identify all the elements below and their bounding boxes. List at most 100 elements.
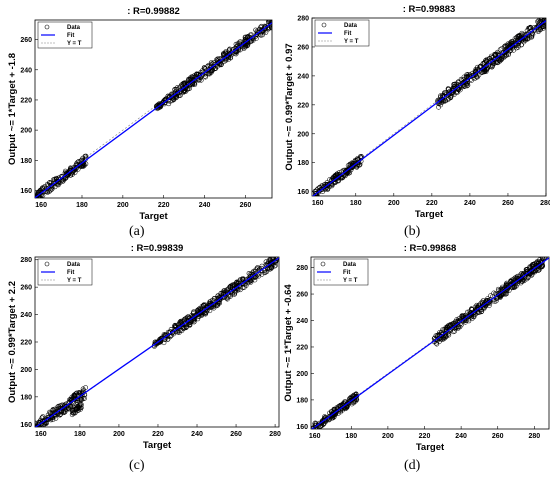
x-tick-label: 180 xyxy=(76,202,88,209)
data-marker xyxy=(208,65,214,70)
data-marker xyxy=(172,323,177,329)
data-marker xyxy=(539,18,545,23)
data-marker xyxy=(345,401,351,407)
data-marker xyxy=(171,97,177,102)
data-marker xyxy=(59,406,64,412)
y-axis-label: Output ~= 1*Target + -0.64 xyxy=(283,284,294,402)
data-marker xyxy=(498,57,504,63)
legend-data-marker xyxy=(321,22,327,28)
data-marker xyxy=(519,271,524,276)
data-marker xyxy=(77,402,83,407)
x-tick-label: 180 xyxy=(345,433,357,440)
legend-label-data: Data xyxy=(67,262,81,268)
data-marker xyxy=(270,257,276,261)
data-marker xyxy=(542,18,546,20)
data-marker xyxy=(184,84,190,89)
data-marker xyxy=(39,415,45,421)
legend-label-fit: Fit xyxy=(343,270,350,276)
legend: Data Fit Y = T xyxy=(37,21,93,49)
x-tick-label: 220 xyxy=(158,202,170,209)
data-marker xyxy=(47,410,53,416)
data-marker xyxy=(208,60,214,66)
data-marker xyxy=(222,289,228,294)
x-axis-label: Target xyxy=(415,209,444,220)
y-tick-label: 260 xyxy=(297,44,309,51)
x-tick-label: 200 xyxy=(117,202,129,209)
chart-c-svg: 160 180 200 220 240 260 280 160 180 200 220 240 260 2… xyxy=(7,243,281,451)
y-tick-label: 280 xyxy=(297,16,309,23)
data-marker xyxy=(201,310,207,316)
data-marker xyxy=(222,58,227,64)
data-marker xyxy=(269,261,275,266)
data-marker xyxy=(448,94,454,100)
y-tick-label: 260 xyxy=(20,37,32,44)
data-marker xyxy=(83,385,88,390)
data-marker xyxy=(466,318,472,324)
chart-b-svg: 160 180 200 220 240 260 280 160 180 200 220 240 260 2… xyxy=(284,4,550,220)
data-marker xyxy=(322,182,327,187)
data-marker xyxy=(211,296,217,301)
data-marker xyxy=(517,272,523,278)
fit-line xyxy=(35,257,279,427)
data-marker xyxy=(41,185,47,191)
data-marker xyxy=(184,315,190,320)
data-marker xyxy=(44,421,49,426)
data-marker xyxy=(457,87,463,93)
data-marker xyxy=(68,172,73,178)
data-marker xyxy=(446,323,452,329)
data-marker xyxy=(177,321,183,327)
data-marker xyxy=(515,273,520,279)
data-marker xyxy=(269,257,275,261)
data-marker xyxy=(191,313,197,319)
legend-data-marker xyxy=(320,261,326,267)
data-marker xyxy=(198,77,204,83)
data-marker xyxy=(203,309,209,315)
y-tick-label: 160 xyxy=(20,422,32,429)
data-marker xyxy=(501,55,507,60)
data-marker xyxy=(506,52,511,58)
plot-area xyxy=(312,18,546,196)
legend-label-fit: Fit xyxy=(67,33,74,39)
data-marker xyxy=(505,284,511,290)
chart-panel-a: 160 180 200 220 240 260 160 180 200 220 240 260: R=… xyxy=(0,0,275,222)
data-marker xyxy=(489,62,495,68)
data-marker xyxy=(191,319,197,325)
data-marker xyxy=(73,165,79,170)
chart-panel-c: 160 180 200 220 240 260 280 160 180 200 220 240 260 2… xyxy=(0,240,281,454)
data-marker xyxy=(443,325,449,330)
data-marker xyxy=(338,409,343,415)
data-marker xyxy=(198,310,204,315)
x-axis-label: Target xyxy=(139,211,168,222)
data-marker xyxy=(447,323,452,329)
data-marker xyxy=(497,47,503,52)
chart-title: : R=0.99882 xyxy=(127,6,180,17)
data-marker xyxy=(172,87,178,92)
legend-data-marker xyxy=(44,261,50,267)
data-marker xyxy=(223,288,229,294)
x-tick-label: 220 xyxy=(152,431,164,438)
data-marker xyxy=(161,340,167,346)
data-marker xyxy=(42,184,47,190)
data-marker xyxy=(315,422,321,428)
data-marker xyxy=(441,99,446,104)
data-marker xyxy=(80,155,86,161)
data-marker xyxy=(153,341,159,346)
y-tick-label: 240 xyxy=(297,73,309,80)
data-marker xyxy=(38,417,43,423)
data-marker xyxy=(322,414,327,419)
fit-line xyxy=(35,22,272,198)
x-tick-label: 240 xyxy=(191,431,203,438)
x-tick-label: 220 xyxy=(419,433,431,440)
data-marker xyxy=(45,181,50,187)
data-marker xyxy=(494,296,500,301)
caption-a: (a) xyxy=(129,224,145,239)
data-marker xyxy=(357,154,363,159)
x-tick-label: 280 xyxy=(529,433,541,440)
data-marker xyxy=(540,24,546,30)
data-marker xyxy=(174,87,180,92)
data-marker xyxy=(220,57,226,62)
data-marker xyxy=(250,270,256,276)
data-marker xyxy=(181,326,186,332)
data-marker xyxy=(215,293,221,299)
data-marker xyxy=(35,425,38,427)
